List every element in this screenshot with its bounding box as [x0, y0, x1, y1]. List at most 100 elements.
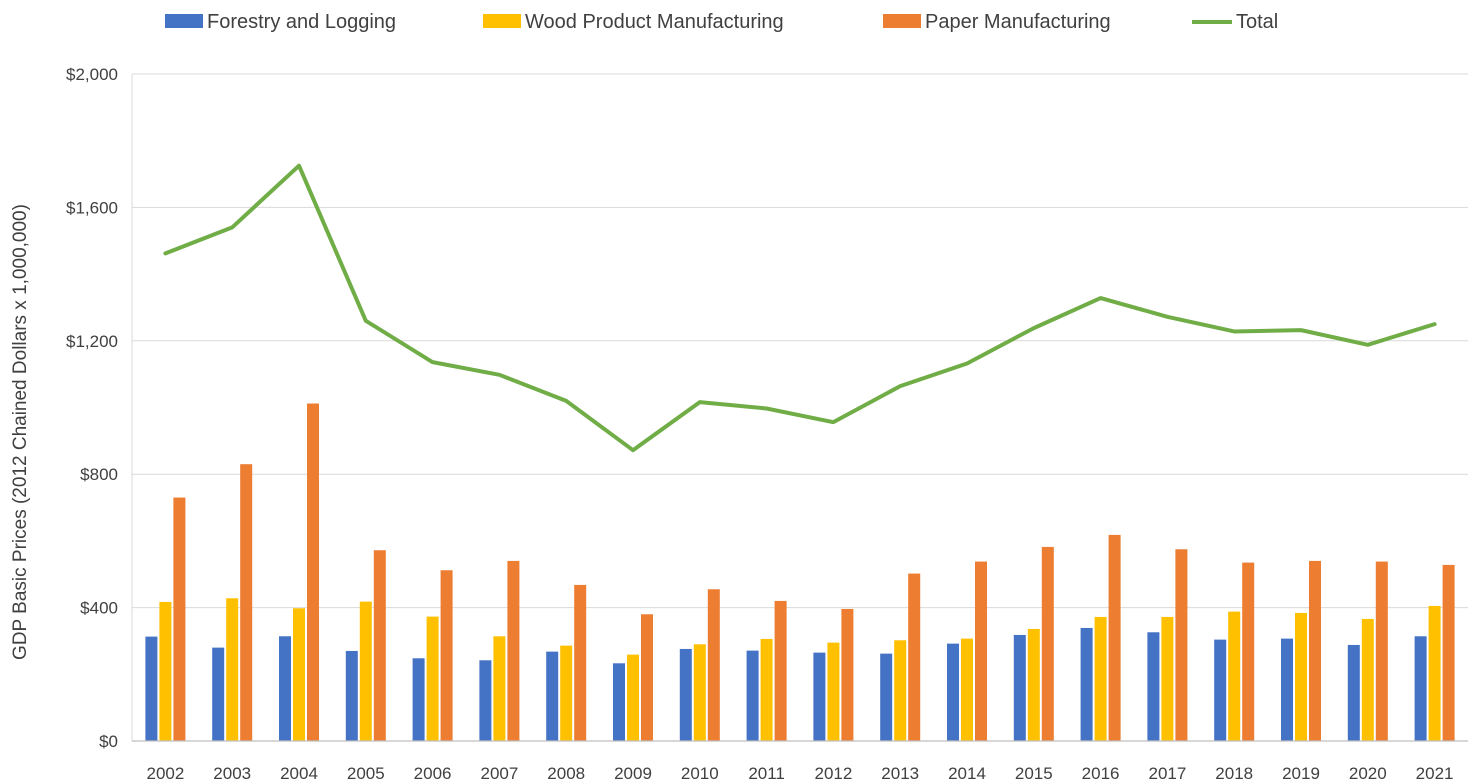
x-tick-label: 2005: [347, 764, 385, 783]
gridlines: [132, 73, 1468, 609]
bar-forestry-and-logging: [145, 636, 158, 741]
bar-forestry-and-logging: [1414, 636, 1427, 741]
bar-wood-product-manufacturing: [293, 608, 305, 741]
y-tick-label: $400: [80, 599, 118, 618]
bar-paper-manufacturing: [975, 561, 987, 741]
x-tick-label: 2002: [146, 764, 184, 783]
bar-wood-product-manufacturing: [1094, 616, 1107, 741]
bar-wood-product-manufacturing: [359, 601, 372, 741]
bar-paper-manufacturing: [440, 570, 453, 741]
bar-forestry-and-logging: [546, 651, 559, 741]
x-tick-label: 2009: [614, 764, 652, 783]
x-tick-label: 2011: [748, 764, 785, 783]
bar-forestry-and-logging: [947, 643, 959, 741]
bar-wood-product-manufacturing: [1161, 616, 1174, 741]
x-tick-label: 2019: [1282, 764, 1320, 783]
legend-swatch-wood-product-manufacturing: [483, 14, 521, 28]
bar-wood-product-manufacturing: [693, 644, 706, 741]
bar-wood-product-manufacturing: [426, 616, 439, 741]
x-tick-label: 2010: [681, 764, 719, 783]
bar-paper-manufacturing: [373, 550, 386, 741]
bar-wood-product-manufacturing: [760, 638, 773, 741]
bars: [145, 403, 1455, 741]
x-tick-label: 2018: [1215, 764, 1253, 783]
bar-paper-manufacturing: [173, 497, 186, 741]
bar-paper-manufacturing: [841, 608, 854, 741]
bar-wood-product-manufacturing: [827, 642, 840, 741]
x-tick-label: 2007: [480, 764, 518, 783]
bar-forestry-and-logging: [880, 653, 893, 741]
x-tick-label: 2013: [881, 764, 919, 783]
line-total: [163, 163, 1437, 453]
x-tick-label: 2006: [414, 764, 452, 783]
bar-wood-product-manufacturing: [961, 638, 973, 741]
bar-forestry-and-logging: [345, 650, 358, 741]
x-tick-label: 2017: [1148, 764, 1186, 783]
bar-paper-manufacturing: [908, 573, 921, 741]
legend-label-forestry-and-logging: Forestry and Logging: [207, 11, 396, 33]
bar-paper-manufacturing: [774, 600, 787, 741]
bar-paper-manufacturing: [307, 403, 319, 741]
axes: $0 $400 $800 $1,200 $1,600 $2,000 2002 2003 2004…: [66, 65, 1468, 783]
bar-wood-product-manufacturing: [1428, 605, 1441, 741]
bar-forestry-and-logging: [1080, 627, 1093, 741]
bar-paper-manufacturing: [1375, 561, 1388, 741]
bar-wood-product-manufacturing: [560, 645, 573, 741]
bar-forestry-and-logging: [746, 650, 759, 741]
y-tick-label: $800: [80, 465, 118, 484]
bar-paper-manufacturing: [1041, 546, 1054, 741]
x-tick-label: 2021: [1416, 764, 1454, 783]
bar-paper-manufacturing: [1442, 564, 1455, 741]
x-tick-label: 2014: [948, 764, 986, 783]
x-tick-label: 2003: [213, 764, 251, 783]
bar-wood-product-manufacturing: [894, 640, 907, 741]
bar-paper-manufacturing: [641, 614, 653, 741]
legend-label-wood-product-manufacturing: Wood Product Manufacturing: [525, 11, 784, 33]
legend: Forestry and Logging Wood Product Manufac…: [165, 11, 1278, 33]
bar-paper-manufacturing: [1175, 549, 1188, 741]
bar-forestry-and-logging: [279, 636, 291, 741]
x-tick-label: 2015: [1015, 764, 1053, 783]
bar-paper-manufacturing: [507, 560, 520, 741]
bar-paper-manufacturing: [1108, 534, 1121, 741]
legend-swatch-paper-manufacturing: [883, 14, 921, 28]
y-tick-label: $0: [99, 732, 118, 751]
bar-forestry-and-logging: [479, 660, 492, 741]
bar-paper-manufacturing: [707, 589, 720, 741]
x-tick-label: 2016: [1082, 764, 1120, 783]
bar-wood-product-manufacturing: [1361, 618, 1374, 741]
bar-forestry-and-logging: [212, 647, 225, 741]
bar-paper-manufacturing: [240, 464, 253, 741]
bar-wood-product-manufacturing: [1228, 611, 1241, 741]
x-tick-label: 2004: [280, 764, 318, 783]
bar-wood-product-manufacturing: [493, 636, 506, 741]
bar-wood-product-manufacturing: [159, 601, 172, 741]
y-axis-title: GDP Basic Prices (2012 Chained Dollars x…: [10, 204, 31, 660]
bar-forestry-and-logging: [813, 652, 826, 741]
bar-wood-product-manufacturing: [226, 598, 239, 741]
bar-forestry-and-logging: [1214, 639, 1227, 741]
y-tick-label: $2,000: [66, 65, 118, 84]
bar-paper-manufacturing: [1309, 560, 1321, 741]
bar-wood-product-manufacturing: [1295, 612, 1307, 741]
bar-forestry-and-logging: [679, 648, 692, 741]
x-tick-label: 2020: [1349, 764, 1387, 783]
x-tick-label: 2012: [814, 764, 852, 783]
legend-label-total: Total: [1236, 11, 1278, 33]
y-tick-label: $1,600: [66, 198, 118, 217]
legend-swatch-forestry-and-logging: [165, 14, 203, 28]
bar-wood-product-manufacturing: [1027, 628, 1040, 741]
bar-forestry-and-logging: [613, 663, 625, 741]
x-tick-label: 2008: [547, 764, 585, 783]
bar-paper-manufacturing: [574, 584, 587, 741]
bar-forestry-and-logging: [1013, 634, 1026, 741]
bar-wood-product-manufacturing: [627, 654, 639, 741]
bar-forestry-and-logging: [412, 658, 425, 741]
y-tick-label: $1,200: [66, 332, 118, 351]
bar-forestry-and-logging: [1281, 638, 1293, 741]
legend-label-paper-manufacturing: Paper Manufacturing: [925, 11, 1111, 33]
bar-forestry-and-logging: [1147, 632, 1160, 741]
bar-forestry-and-logging: [1347, 644, 1360, 741]
